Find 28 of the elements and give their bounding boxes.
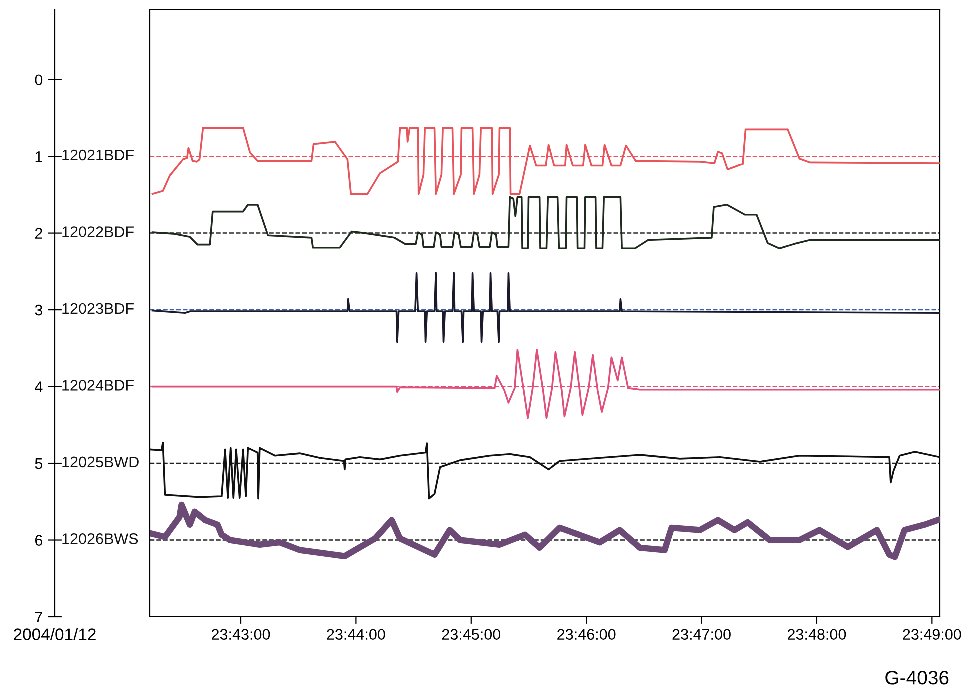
text: 2004/01/12 [14, 628, 96, 640]
y-tick-label: 6 [35, 535, 43, 546]
series-label: 12025BWD [62, 456, 139, 468]
x-tick-label: 23:43:00 [212, 629, 270, 640]
text: G-4036 [886, 671, 949, 685]
line-series [152, 272, 940, 344]
y-tick-label: 4 [35, 382, 43, 392]
line-series [152, 196, 940, 250]
series-label: 12023BDF [62, 303, 134, 314]
y-tick-label: 5 [35, 458, 43, 470]
y-tick-label: 1 [36, 152, 42, 162]
line-series [152, 349, 940, 420]
series-label: 12024BDF [62, 380, 134, 391]
y-tick-label: 3 [35, 304, 43, 316]
x-tick-label: 23:48:00 [788, 629, 846, 640]
y-tick-label: 7 [35, 612, 42, 623]
line-series [152, 127, 940, 196]
line-series [150, 442, 940, 500]
x-tick-label: 23:44:00 [327, 629, 386, 640]
x-tick-label: 23:49:00 [903, 629, 962, 640]
y-tick-label: 0 [35, 74, 43, 86]
series-label: 12022BDF [62, 226, 134, 238]
x-tick-label: 23:46:00 [558, 629, 616, 640]
series-label: 12026BWS [62, 534, 138, 544]
x-tick-label: 23:47:00 [672, 629, 731, 640]
y-tick-label: 2 [35, 228, 42, 239]
x-tick-label: 23:45:00 [442, 629, 501, 640]
text: 12021BDF [62, 150, 134, 161]
